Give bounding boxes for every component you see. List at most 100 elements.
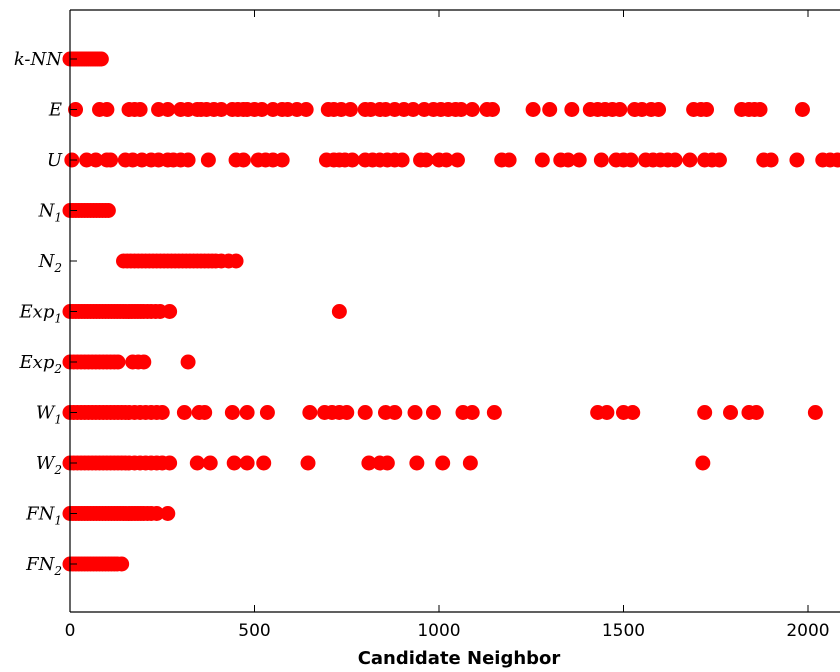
data-point (542, 102, 558, 117)
data-point (794, 102, 810, 117)
data-point (300, 455, 316, 471)
data-point (599, 405, 615, 420)
data-point (180, 354, 196, 370)
data-point (202, 455, 218, 471)
data-point (136, 354, 152, 370)
data-points-layer (62, 51, 840, 572)
y-ticks-layer: k-NN E U N1 N2 Exp1 Exp2 W1 W2 FN1 FN2 (14, 49, 77, 578)
data-point (723, 405, 739, 420)
data-point (160, 102, 176, 117)
data-point (763, 152, 779, 168)
data-point (93, 51, 109, 67)
data-point (379, 455, 395, 471)
data-point (697, 405, 713, 420)
data-point (612, 102, 628, 117)
data-point (339, 405, 355, 420)
data-point (132, 102, 148, 117)
data-point (407, 405, 423, 420)
data-point (682, 152, 698, 168)
data-point (162, 455, 178, 471)
data-point (357, 405, 373, 420)
data-point (394, 152, 410, 168)
y-tick-label: FN2 (25, 554, 62, 578)
y-tick-label: W2 (36, 453, 62, 477)
data-point (486, 405, 502, 420)
y-tick-label: E (48, 100, 62, 121)
data-point (176, 405, 192, 420)
data-point (667, 152, 683, 168)
data-point (625, 405, 641, 420)
data-point (162, 304, 178, 319)
data-point (256, 455, 272, 471)
data-point (344, 152, 360, 168)
data-point (342, 102, 358, 117)
data-point (752, 102, 768, 117)
y-tick-label: k-NN (14, 49, 63, 70)
data-point (274, 152, 290, 168)
data-point (154, 405, 170, 420)
data-point (485, 102, 501, 117)
data-point (449, 152, 465, 168)
data-point (699, 102, 715, 117)
x-tick-label: 2000 (786, 621, 829, 641)
data-point (259, 405, 275, 420)
data-point (789, 152, 805, 168)
data-point (239, 455, 255, 471)
y-tick-label: W1 (36, 403, 62, 427)
data-point (235, 152, 251, 168)
data-point (623, 152, 639, 168)
data-point (564, 102, 580, 117)
y-tick-label: FN1 (25, 504, 62, 528)
data-point (180, 152, 196, 168)
data-point (200, 152, 216, 168)
data-point (525, 102, 541, 117)
data-point (435, 455, 451, 471)
data-point (711, 152, 727, 168)
data-point (100, 203, 116, 218)
x-tick-label: 500 (238, 621, 270, 641)
y-tick-label: N1 (38, 201, 62, 225)
data-point (387, 405, 403, 420)
x-tick-label: 1500 (602, 621, 645, 641)
y-tick-label: U (47, 150, 63, 171)
data-point (302, 405, 318, 420)
data-point (103, 152, 119, 168)
data-point (99, 102, 115, 117)
data-point (534, 152, 550, 168)
data-point (571, 152, 587, 168)
data-point (464, 405, 480, 420)
data-point (331, 304, 347, 319)
data-point (651, 102, 667, 117)
x-ticks-layer: 0 500 1000 1500 2000 (65, 10, 830, 641)
data-point (593, 152, 609, 168)
x-tick-label: 1000 (417, 621, 460, 641)
data-point (501, 152, 517, 168)
data-point (418, 152, 434, 168)
x-axis-title: Candidate Neighbor (358, 648, 561, 669)
data-point (695, 455, 711, 471)
data-point (425, 405, 441, 420)
data-point (464, 102, 480, 117)
data-point (224, 405, 240, 420)
data-point (239, 405, 255, 420)
data-point (462, 455, 478, 471)
data-point (226, 455, 242, 471)
data-point (409, 455, 425, 471)
data-point (830, 152, 840, 168)
y-tick-label: Exp1 (19, 302, 62, 326)
data-point (748, 405, 764, 420)
data-point (189, 455, 205, 471)
data-point (298, 102, 314, 117)
data-point (228, 253, 244, 269)
data-point (110, 354, 126, 370)
data-point (160, 506, 176, 521)
data-point (114, 556, 130, 572)
axes-layer (69, 9, 840, 613)
data-point (807, 405, 823, 420)
x-tick-label: 0 (65, 621, 76, 641)
y-tick-label: Exp2 (19, 352, 62, 376)
data-point (197, 405, 213, 420)
y-tick-label: N2 (38, 251, 62, 275)
